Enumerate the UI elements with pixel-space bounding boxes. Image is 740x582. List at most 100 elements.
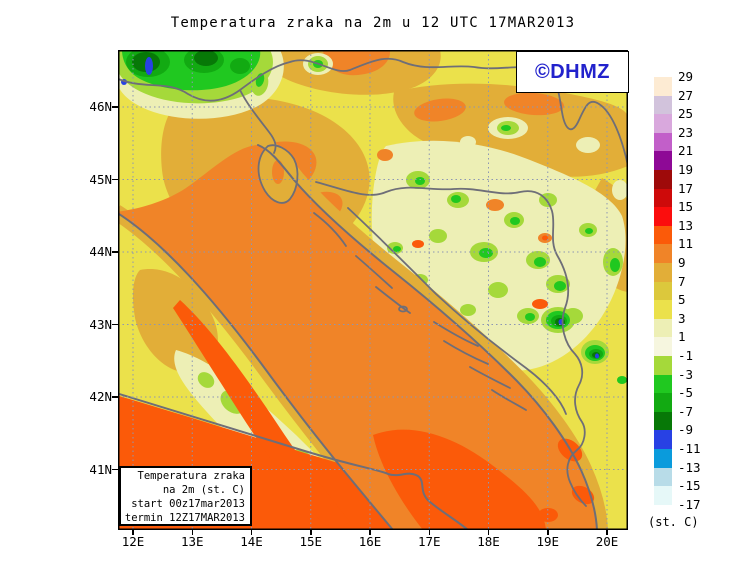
colorbar-tick-label: 25 bbox=[678, 106, 694, 122]
colorbar-swatch bbox=[654, 356, 672, 375]
region-orange-topmid bbox=[323, 50, 391, 76]
region-orange-ne2 bbox=[504, 92, 564, 116]
lon-tick-mark bbox=[310, 530, 312, 535]
lon-tick-mark bbox=[369, 530, 371, 535]
greens-bright bbox=[313, 60, 627, 384]
lon-tick-mark bbox=[191, 530, 193, 535]
info-box: Temperatura zraka na 2m (st. C) start 00… bbox=[119, 466, 252, 526]
colorbar-tick-label: -11 bbox=[678, 441, 701, 456]
colorbar-swatch bbox=[654, 486, 672, 505]
istria-warm-core bbox=[272, 160, 284, 184]
colorbar-tick-label: 17 bbox=[678, 180, 694, 196]
colorbar-swatch bbox=[654, 207, 672, 226]
lat-tick-label: 42N bbox=[89, 389, 112, 404]
lon-tick-label: 20E bbox=[595, 534, 619, 549]
colorbar-swatch bbox=[654, 318, 672, 338]
colorbar-swatch bbox=[654, 281, 672, 301]
colorbar-tick-label: -15 bbox=[678, 478, 701, 494]
map-frame bbox=[118, 50, 628, 530]
graticule-grid bbox=[118, 50, 628, 530]
colorbar-swatch bbox=[654, 170, 672, 189]
colorbar-tick-label: -3 bbox=[678, 366, 694, 382]
lon-tick-label: 18E bbox=[477, 534, 500, 549]
cold-core-se-2 bbox=[581, 340, 609, 364]
lon-tick-mark bbox=[428, 530, 430, 535]
lon-tick-mark bbox=[250, 530, 253, 535]
lon-tick-label: 12E bbox=[121, 534, 145, 549]
lon-tick-label: 19E bbox=[536, 534, 560, 549]
colorbar-tick-label: 3 bbox=[678, 310, 686, 326]
adriatic-warm-core-se bbox=[373, 429, 546, 530]
alps-cold-complex bbox=[118, 50, 284, 119]
lon-tick-label: 13E bbox=[180, 534, 204, 549]
italy-east-coastline bbox=[118, 212, 394, 530]
colorbar-swatch bbox=[654, 374, 672, 394]
colorbar-swatch bbox=[654, 151, 672, 170]
colorbar-swatch bbox=[654, 337, 672, 356]
colorbar-unit-label: (st. C) bbox=[648, 515, 699, 529]
lat-tick-label: 44N bbox=[89, 244, 112, 259]
lon-tick-mark bbox=[132, 530, 134, 535]
colorbar-swatch bbox=[654, 263, 672, 282]
colorbar-swatch bbox=[654, 132, 672, 152]
colorbar-tick-label: 1 bbox=[678, 329, 686, 345]
temperature-map-panel bbox=[118, 50, 628, 530]
lon-tick-label: 14E bbox=[240, 534, 263, 549]
lon-tick-mark bbox=[487, 530, 490, 535]
lat-tick-label: 45N bbox=[89, 171, 112, 187]
info-line-4: termin 12Z17MAR2013 bbox=[124, 512, 245, 524]
country-borders bbox=[118, 57, 628, 507]
lat-tick-mark bbox=[112, 106, 118, 108]
colorbar-tick-label: 23 bbox=[678, 124, 694, 140]
lat-tick-mark bbox=[112, 468, 118, 471]
colorbar-swatch bbox=[654, 411, 672, 431]
cold-core-se-1 bbox=[541, 307, 575, 333]
lat-tick-mark bbox=[112, 251, 118, 253]
lon-tick-label: 15E bbox=[299, 534, 323, 549]
colorbar-tick-label: 11 bbox=[678, 236, 694, 252]
pale-patch bbox=[612, 180, 628, 200]
info-line-3: start 00z17mar2013 bbox=[131, 498, 245, 510]
colorbar-tick-label: 19 bbox=[678, 162, 694, 177]
colorbar-swatch bbox=[654, 467, 672, 487]
colorbar-tick-label: -7 bbox=[678, 403, 694, 419]
colorbar-tick-label: -17 bbox=[678, 496, 701, 512]
dhmz-logo-text: ©DHMZ bbox=[535, 60, 610, 83]
lat-tick-label: 43N bbox=[89, 316, 112, 332]
colorbar-swatch bbox=[654, 95, 672, 115]
lon-tick-mark bbox=[547, 530, 549, 535]
lon-tick-label: 17E bbox=[417, 534, 441, 549]
colorbar-tick-label: 7 bbox=[678, 273, 686, 289]
colorbar-swatch bbox=[654, 300, 672, 319]
colorbar-tick-label: 21 bbox=[678, 143, 694, 159]
lat-tick-label: 46N bbox=[89, 99, 112, 114]
adriatic-warm-core-w bbox=[173, 300, 350, 527]
region-orange-ne1 bbox=[414, 98, 466, 122]
italy-west-coastline bbox=[118, 392, 469, 530]
lat-tick-mark bbox=[112, 396, 118, 398]
colorbar-tick-label: 13 bbox=[678, 217, 694, 233]
colorbar-tick-label: 29 bbox=[678, 69, 694, 84]
lat-tick-label: 41N bbox=[89, 461, 112, 477]
colorbar-tick-label: -5 bbox=[678, 385, 694, 401]
page-title: Temperatura zraka na 2m u 12 UTC 17MAR20… bbox=[170, 15, 576, 31]
lat-tick-mark bbox=[112, 323, 118, 326]
pale-patch bbox=[576, 137, 600, 153]
colorbar-swatch bbox=[654, 77, 672, 96]
colorbar-swatch bbox=[654, 449, 672, 468]
colorbar-swatch bbox=[654, 225, 672, 245]
colorbar-swatch bbox=[654, 114, 672, 133]
colorbar-swatch bbox=[654, 188, 672, 208]
info-line-1: Temperatura zraka bbox=[137, 470, 245, 482]
colorbar-tick-label: -9 bbox=[678, 422, 694, 438]
colorbar-tick-label: 27 bbox=[678, 87, 694, 103]
colorbar-swatch bbox=[654, 430, 672, 449]
info-line-2: na 2m (st. C) bbox=[162, 484, 245, 496]
croatian-coastline bbox=[257, 144, 598, 530]
lon-tick-mark bbox=[606, 530, 608, 535]
lon-tick-label: 16E bbox=[358, 534, 382, 549]
lat-tick-mark bbox=[112, 178, 118, 181]
colorbar-swatch bbox=[654, 244, 672, 263]
colorbar-swatch bbox=[654, 393, 672, 412]
